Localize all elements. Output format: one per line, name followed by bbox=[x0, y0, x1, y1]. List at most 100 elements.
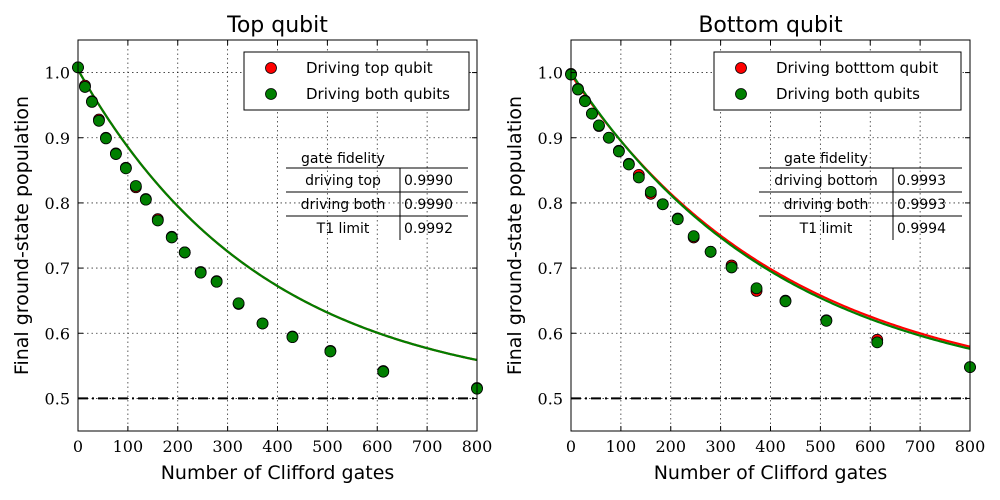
table-header: gate fidelity bbox=[784, 151, 868, 167]
x-tick-label: 300 bbox=[705, 437, 736, 456]
data-point-series-1 bbox=[178, 246, 191, 259]
table-row-value: 0.9994 bbox=[897, 221, 946, 237]
data-point-series-1 bbox=[324, 345, 337, 358]
y-tick-label: 1.0 bbox=[538, 64, 563, 83]
table-row-value: 0.9993 bbox=[897, 197, 946, 213]
x-tick-label: 400 bbox=[262, 437, 293, 456]
x-tick-label: 0 bbox=[566, 437, 576, 456]
data-point-series-1 bbox=[704, 245, 717, 258]
y-tick-label: 0.9 bbox=[538, 129, 563, 148]
data-point-series-1 bbox=[579, 95, 591, 108]
fidelity-table: gate fidelity driving top 0.9990 driving bo… bbox=[286, 151, 468, 240]
x-tick-label: 600 bbox=[362, 437, 393, 456]
fit-curve-1 bbox=[571, 71, 970, 350]
x-tick-label: 800 bbox=[955, 437, 986, 456]
data-point-series-1 bbox=[110, 148, 122, 160]
x-tick-label: 100 bbox=[606, 437, 637, 456]
table-header: gate fidelity bbox=[301, 151, 385, 167]
x-tick-label: 200 bbox=[162, 437, 193, 456]
data-point-series-1 bbox=[612, 145, 625, 158]
x-axis-label: Number of Clifford gates bbox=[161, 462, 395, 484]
table-row-label: driving both bbox=[784, 197, 869, 213]
x-tick-label: 300 bbox=[212, 437, 243, 456]
x-tick-label: 600 bbox=[855, 437, 886, 456]
y-tick-label: 0.5 bbox=[45, 389, 70, 408]
legend-entry-0: Driving botttom qubit bbox=[776, 59, 938, 77]
data-point-series-1 bbox=[871, 336, 884, 349]
x-tick-label: 0 bbox=[73, 437, 83, 456]
data-point-series-1 bbox=[725, 261, 738, 274]
data-point-series-1 bbox=[165, 231, 178, 244]
data-point-series-1 bbox=[603, 131, 615, 144]
data-point-series-1 bbox=[93, 114, 105, 127]
y-axis-label: Final ground-state population bbox=[504, 96, 526, 375]
x-tick-label: 700 bbox=[905, 437, 936, 456]
chart-title: Top qubit bbox=[226, 13, 328, 38]
x-tick-label: 200 bbox=[655, 437, 686, 456]
data-point-series-1 bbox=[139, 193, 152, 206]
y-tick-label: 0.5 bbox=[538, 389, 563, 408]
chart-panel-bottom-qubit: 0 100 200 300 400 500 600 700 800 0.5 0.6 0.7 0.8 0.9… bbox=[504, 13, 985, 484]
y-tick-label: 0.8 bbox=[45, 194, 70, 213]
table-row-label: T1 limit bbox=[799, 221, 853, 237]
data-point-series-1 bbox=[286, 331, 299, 344]
y-tick-label: 0.6 bbox=[538, 324, 563, 343]
fit-curve-1 bbox=[78, 69, 477, 362]
data-point-series-1 bbox=[79, 81, 91, 93]
table-row-label: driving both bbox=[301, 197, 386, 213]
data-point-series-1 bbox=[820, 314, 833, 327]
data-point-series-1 bbox=[210, 275, 223, 288]
y-axis-label: Final ground-state population bbox=[11, 96, 33, 375]
data-point-series-1 bbox=[129, 180, 142, 192]
legend-entry-0: Driving top qubit bbox=[306, 59, 433, 77]
data-point-series-1 bbox=[232, 297, 245, 310]
table-row-label: driving top bbox=[305, 173, 381, 189]
legend-marker-0 bbox=[265, 62, 277, 74]
y-tick-label: 0.7 bbox=[538, 259, 563, 278]
data-point-series-1 bbox=[256, 317, 269, 330]
data-point-series-1 bbox=[750, 282, 763, 295]
legend-box bbox=[243, 51, 470, 111]
y-tick-label: 0.9 bbox=[45, 129, 70, 148]
table-row-label: driving bottom bbox=[774, 173, 878, 189]
legend-box bbox=[713, 51, 962, 111]
legend: Driving botttom qubit Driving both qubits bbox=[713, 51, 962, 111]
x-tick-label: 500 bbox=[312, 437, 343, 456]
table-row-value: 0.9992 bbox=[404, 221, 453, 237]
table-row-value: 0.9993 bbox=[897, 173, 946, 189]
chart-title: Bottom qubit bbox=[698, 13, 843, 38]
table-row-label: T1 limit bbox=[316, 221, 370, 237]
data-point-series-1 bbox=[687, 230, 700, 243]
data-point-series-1 bbox=[656, 198, 669, 211]
fidelity-table: gate fidelity driving bottom 0.9993 driving… bbox=[759, 151, 962, 240]
x-tick-label: 500 bbox=[805, 437, 836, 456]
data-point-series-1 bbox=[671, 213, 684, 226]
data-point-series-1 bbox=[622, 158, 635, 171]
legend-marker-1 bbox=[735, 88, 747, 100]
data-point-series-1 bbox=[119, 162, 132, 175]
x-tick-label: 800 bbox=[462, 437, 493, 456]
y-tick-label: 1.0 bbox=[45, 64, 70, 83]
x-tick-label: 100 bbox=[113, 437, 144, 456]
table-row-value: 0.9990 bbox=[404, 197, 453, 213]
legend: Driving top qubit Driving both qubits bbox=[243, 51, 470, 111]
data-point-series-1 bbox=[779, 295, 792, 308]
data-point-series-1 bbox=[632, 171, 645, 184]
x-tick-label: 700 bbox=[412, 437, 443, 456]
legend-marker-0 bbox=[735, 62, 747, 74]
data-point-series-1 bbox=[572, 83, 584, 96]
y-tick-label: 0.7 bbox=[45, 259, 70, 278]
data-point-series-1 bbox=[151, 214, 164, 227]
table-row-value: 0.9990 bbox=[404, 173, 453, 189]
data-point-series-1 bbox=[644, 185, 657, 198]
data-point-series-1 bbox=[86, 96, 98, 108]
data-point-series-1 bbox=[194, 266, 207, 279]
data-point-series-1 bbox=[593, 119, 605, 132]
legend-marker-1 bbox=[265, 88, 277, 100]
data-point-series-1 bbox=[377, 365, 390, 378]
legend-entry-1: Driving both qubits bbox=[776, 85, 920, 103]
data-point-series-1 bbox=[100, 132, 112, 145]
y-tick-label: 0.8 bbox=[538, 194, 563, 213]
x-axis-label: Number of Clifford gates bbox=[654, 462, 888, 484]
